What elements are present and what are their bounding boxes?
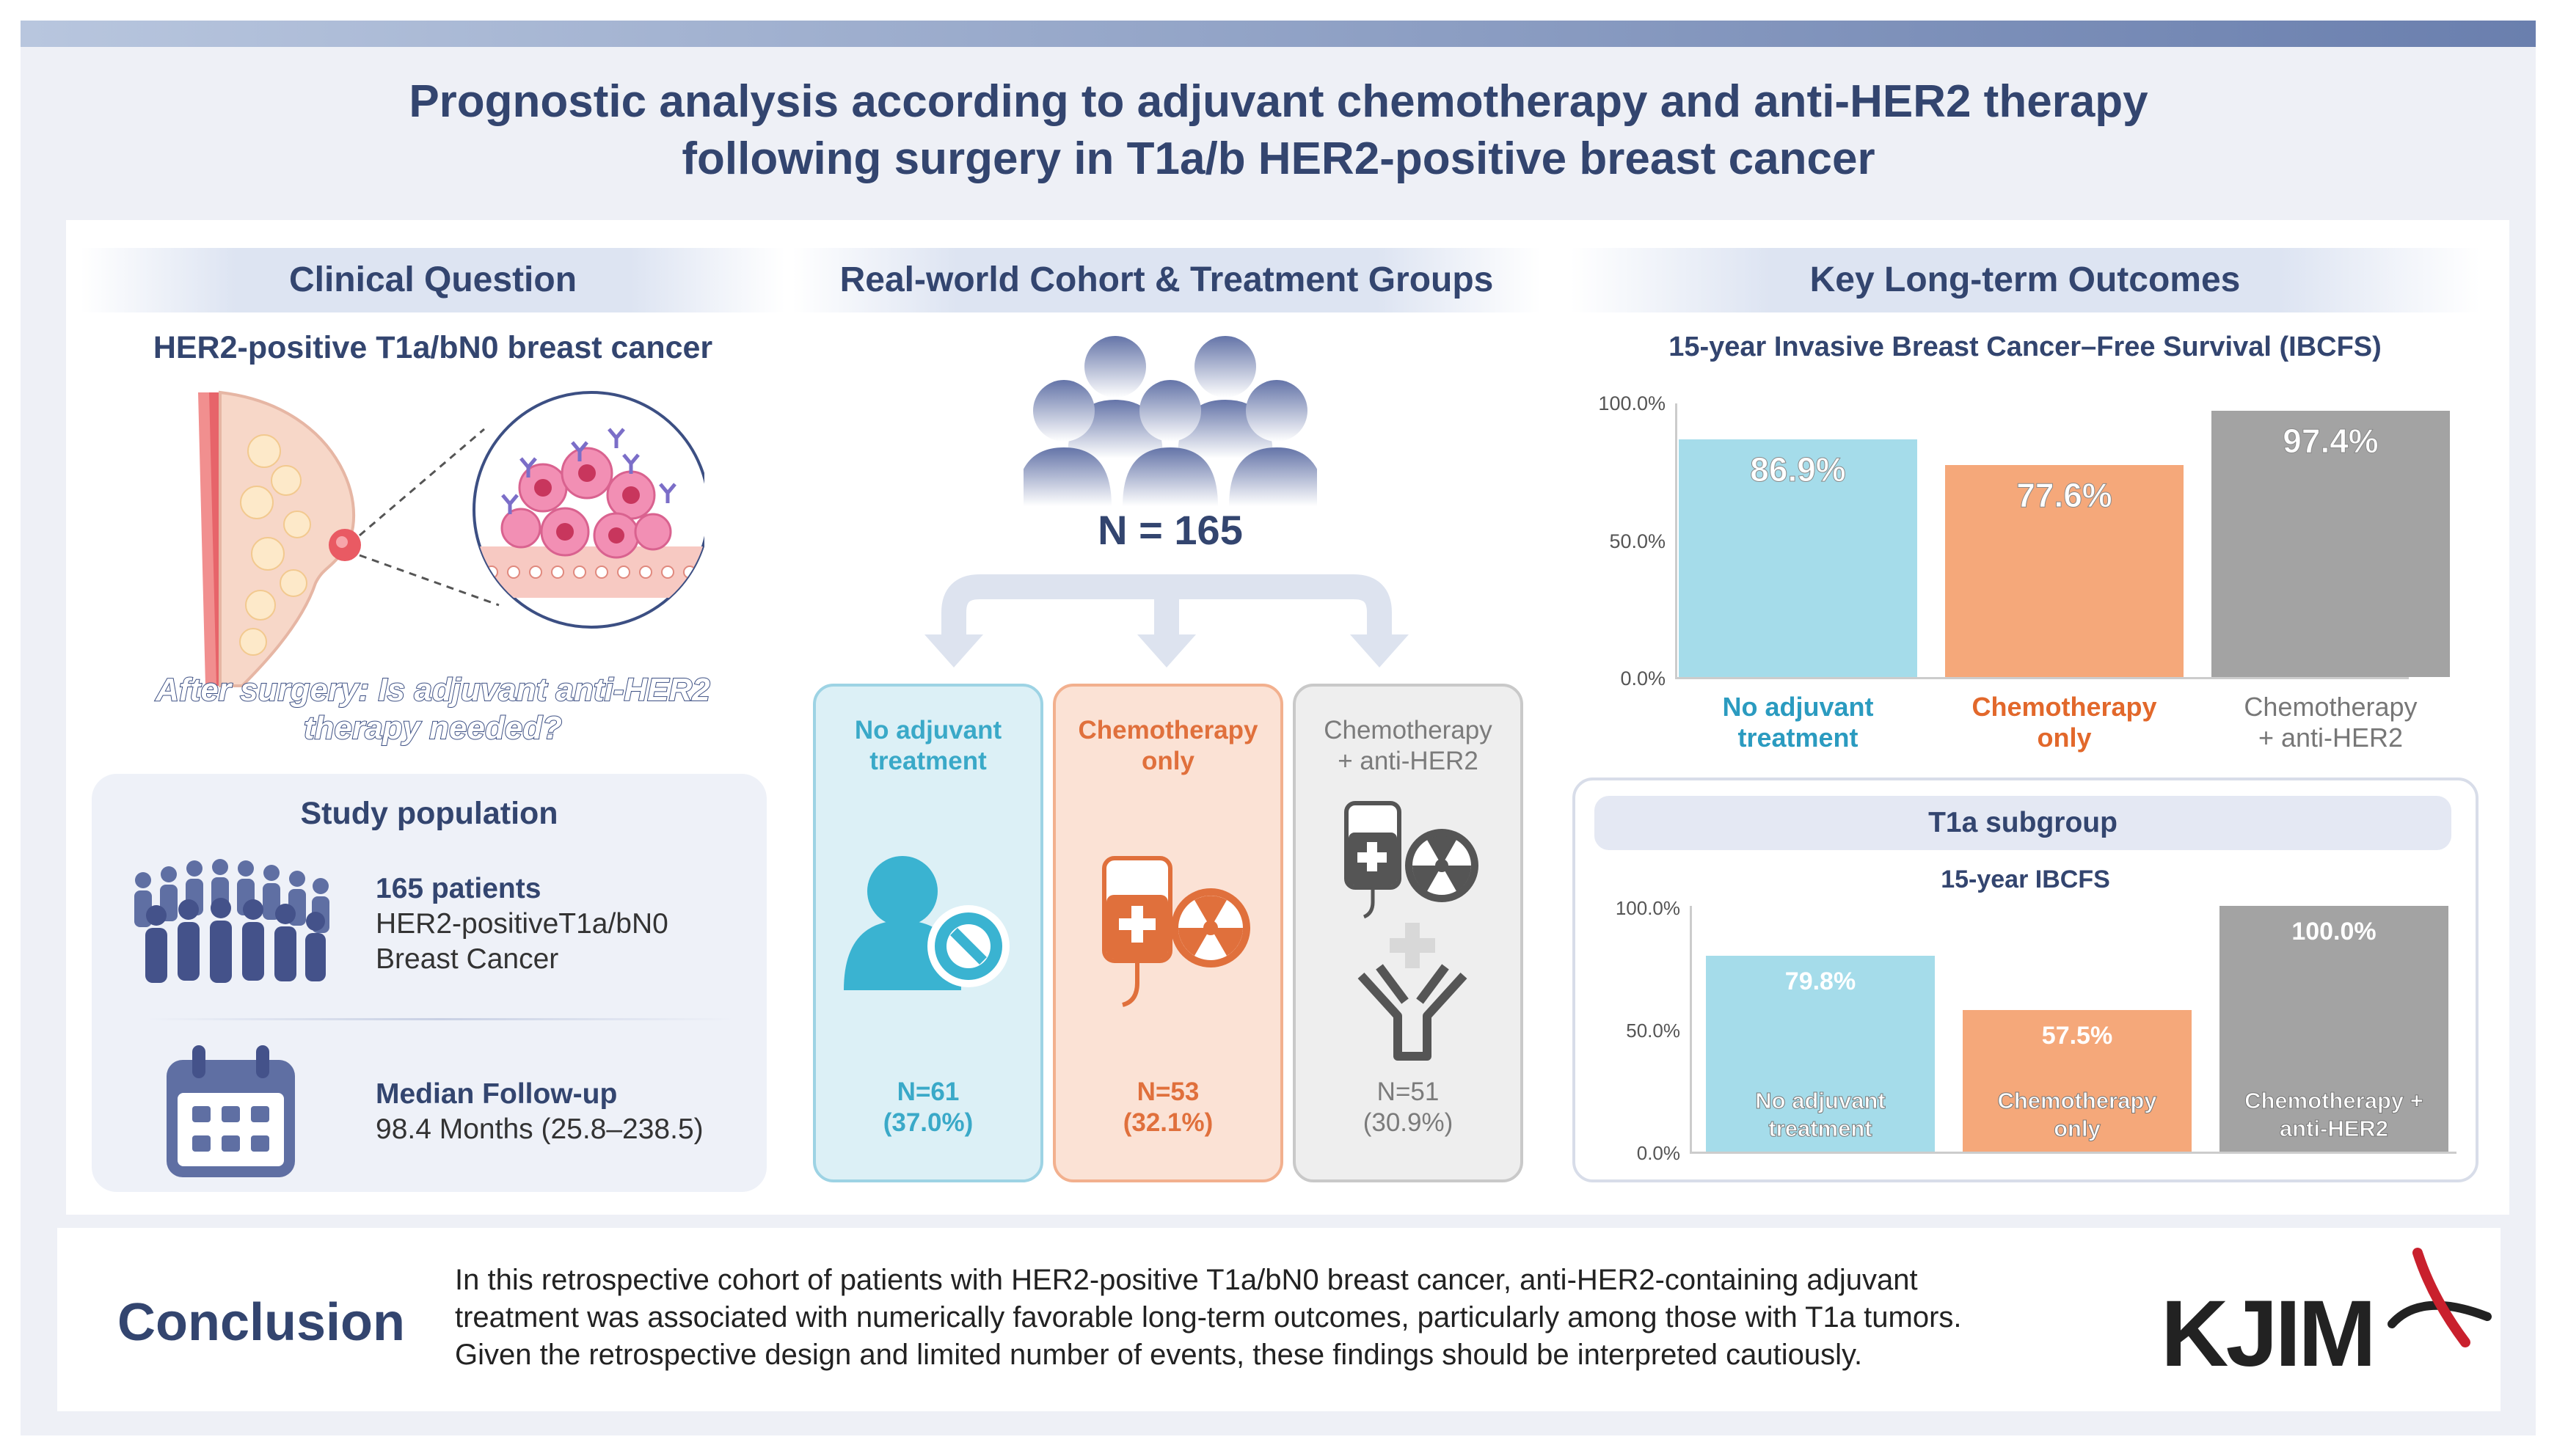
page-title: Prognostic analysis according to adjuvan…	[0, 73, 2557, 188]
question-line-2: therapy needed?	[303, 709, 563, 747]
cohort-people-icon	[1024, 336, 1317, 506]
bar-0	[1679, 439, 1917, 677]
patients-info: 165 patients HER2-positiveT1a/bN0 Breast…	[376, 871, 757, 977]
chemotherapy-bag-icon	[1102, 856, 1250, 1007]
cohort-heading: Real-world Cohort & Treatment Groups	[792, 248, 1541, 312]
x-category-label: No adjuvant treatment	[1755, 1088, 1886, 1142]
group-name-line-1: Chemotherapy	[1324, 716, 1492, 745]
y-tick-label: 100.0%	[1598, 392, 1666, 414]
group-name-line-1: No adjuvant	[854, 716, 1002, 745]
x-category-label: Chemotherapy + anti-HER2	[2244, 692, 2418, 753]
group-name-chemo-only: Chemotherapy only	[1053, 715, 1283, 777]
followup-info: Median Follow-up 98.4 Months (25.8–238.5…	[376, 1077, 772, 1147]
group-pct: (30.9%)	[1363, 1108, 1453, 1137]
patients-desc-line-1: HER2-positiveT1a/bN0	[376, 908, 668, 940]
title-line-1: Prognostic analysis according to adjuvan…	[409, 76, 2148, 127]
y-axis-line	[1690, 906, 1692, 1154]
y-tick-label: 50.0%	[1609, 530, 1666, 552]
group-n-no-adjuvant: N=61 (37.0%)	[813, 1077, 1043, 1138]
bar-1	[1945, 464, 2184, 677]
followup-value: 98.4 Months (25.8–238.5)	[376, 1113, 704, 1145]
cohort-split-arrows	[924, 574, 1409, 667]
bar-value-label: 86.9%	[1750, 450, 1846, 489]
group-name-line-2: + anti-HER2	[1338, 747, 1478, 775]
kjim-logo: KJIM	[2161, 1281, 2377, 1386]
group-name-chemo-antiher2: Chemotherapy + anti-HER2	[1293, 715, 1523, 777]
kjim-logo-mark	[2388, 1248, 2492, 1347]
bar-value-label: 77.6%	[2016, 475, 2112, 514]
y-tick-label: 50.0%	[1626, 1020, 1680, 1042]
x-axis-line	[1675, 677, 2409, 679]
y-tick-label: 0.0%	[1620, 667, 1666, 689]
conclusion-line-1: In this retrospective cohort of patients…	[455, 1264, 1918, 1296]
y-tick-label: 100.0%	[1615, 897, 1680, 919]
conclusion-line-2: treatment was associated with numericall…	[455, 1301, 1962, 1334]
breast-tumor-illustration	[198, 390, 704, 687]
group-n: N=61	[897, 1078, 960, 1106]
cohort-total: N = 165	[1098, 507, 1243, 553]
followup-label: Median Follow-up	[376, 1078, 618, 1110]
study-population-heading: Study population	[300, 796, 558, 831]
calendar-icon	[167, 1045, 295, 1177]
patients-desc-line-2: Breast Cancer	[376, 943, 559, 975]
bar-2	[2211, 410, 2450, 677]
no-treatment-person-icon	[844, 856, 1010, 990]
group-name-no-adjuvant: No adjuvant treatment	[813, 715, 1043, 777]
clinical-question-subtitle: HER2-positive T1a/bN0 breast cancer	[153, 330, 713, 365]
conclusion-heading: Conclusion	[117, 1293, 405, 1352]
x-axis-line	[1690, 1152, 2456, 1154]
bar-1	[1963, 1010, 2192, 1152]
group-name-line-1: Chemotherapy	[1078, 716, 1258, 745]
bar-value-label: 57.5%	[2041, 1022, 2113, 1050]
chart1-title: 15-year Invasive Breast Cancer–Free Surv…	[1668, 332, 2382, 362]
x-category-label: Chemotherapy only	[1997, 1088, 2157, 1142]
t1a-subgroup-heading: T1a subgroup	[1594, 796, 2451, 850]
x-category-label: Chemotherapy + anti-HER2	[2244, 1088, 2424, 1142]
bar-value-label: 97.4%	[2283, 421, 2379, 460]
group-pct: (32.1%)	[1123, 1108, 1214, 1137]
bar-value-label: 79.8%	[1784, 967, 1856, 995]
bar-0	[1706, 955, 1935, 1152]
x-category-label: No adjuvant treatment	[1722, 692, 1874, 753]
conclusion-text: In this retrospective cohort of patients…	[455, 1262, 2113, 1374]
group-name-line-2: only	[1142, 747, 1194, 775]
clinical-question-text: After surgery: Is adjuvant anti-HER2 the…	[81, 671, 785, 747]
top-accent-bar	[21, 21, 2536, 47]
bar-2	[2219, 906, 2448, 1152]
x-category-label: Chemotherapy only	[1971, 692, 2157, 753]
chart2-title: 15-year IBCFS	[1941, 866, 2110, 893]
group-n: N=51	[1376, 1078, 1440, 1106]
ibcfs-bar-chart: 100.0% 50.0% 0.0% 86.9% No adjuvant treatm…	[1570, 381, 2487, 763]
question-line-1: After surgery: Is adjuvant anti-HER2	[155, 671, 711, 709]
conclusion-box	[57, 1228, 2501, 1411]
group-n: N=53	[1137, 1078, 1200, 1106]
group-pct: (37.0%)	[883, 1108, 974, 1137]
chemo-antiher2-icon	[1344, 801, 1478, 1061]
y-tick-label: 0.0%	[1636, 1142, 1680, 1164]
t1a-ibcfs-bar-chart: 100.0% 50.0% 0.0% 79.8% No adjuvant treatm…	[1585, 895, 2473, 1174]
conclusion-line-3: Given the retrospective design and limit…	[455, 1339, 1863, 1371]
y-axis-line	[1675, 403, 1677, 678]
group-n-chemo-only: N=53 (32.1%)	[1053, 1077, 1283, 1138]
patients-group-icon	[134, 859, 329, 983]
study-population-divider	[147, 1018, 734, 1020]
bar-value-label: 100.0%	[2291, 918, 2377, 945]
title-line-2: following surgery in T1a/b HER2-positive…	[682, 133, 1875, 184]
clinical-question-heading: Clinical Question	[81, 248, 785, 312]
group-n-chemo-antiher2: N=51 (30.9%)	[1293, 1077, 1523, 1138]
group-name-line-2: treatment	[869, 747, 987, 775]
patients-count: 165 patients	[376, 873, 541, 904]
outcomes-heading: Key Long-term Outcomes	[1570, 248, 2480, 312]
